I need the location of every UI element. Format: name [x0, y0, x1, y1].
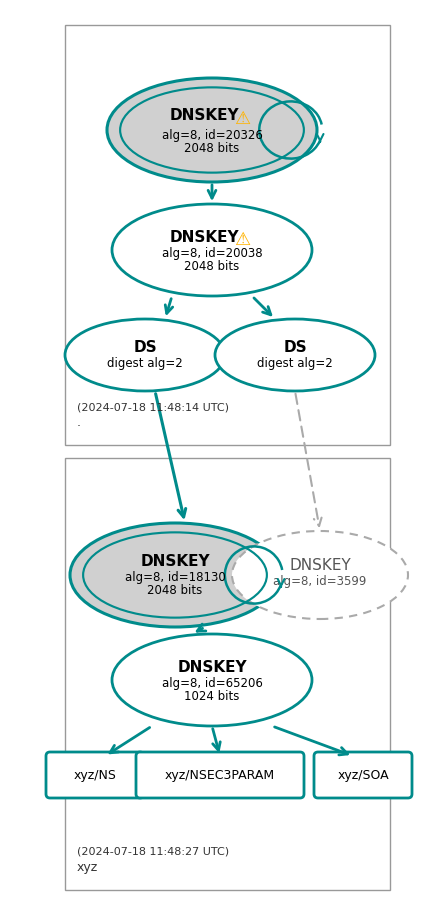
Ellipse shape — [112, 204, 312, 296]
Text: 2048 bits: 2048 bits — [148, 584, 203, 598]
Text: DNSKEY: DNSKEY — [140, 553, 210, 569]
Text: 1024 bits: 1024 bits — [184, 690, 240, 703]
Ellipse shape — [70, 523, 280, 627]
Text: alg=8, id=20038: alg=8, id=20038 — [162, 248, 262, 260]
Text: alg=8, id=3599: alg=8, id=3599 — [273, 575, 367, 589]
Ellipse shape — [107, 78, 317, 182]
Text: DS: DS — [133, 339, 157, 355]
Ellipse shape — [232, 531, 408, 619]
FancyBboxPatch shape — [314, 752, 412, 798]
Text: DNSKEY: DNSKEY — [169, 108, 239, 124]
Text: DNSKEY: DNSKEY — [177, 660, 247, 674]
Text: alg=8, id=18130: alg=8, id=18130 — [125, 571, 226, 583]
Text: xyz: xyz — [77, 862, 98, 875]
Text: xyz/NSEC3PARAM: xyz/NSEC3PARAM — [165, 769, 275, 782]
Text: alg=8, id=65206: alg=8, id=65206 — [162, 676, 262, 690]
FancyBboxPatch shape — [46, 752, 144, 798]
Text: xyz/NS: xyz/NS — [73, 769, 117, 782]
Text: digest alg=2: digest alg=2 — [257, 358, 333, 370]
FancyBboxPatch shape — [65, 25, 390, 445]
Text: DS: DS — [283, 339, 307, 355]
Text: (2024-07-18 11:48:14 UTC): (2024-07-18 11:48:14 UTC) — [77, 402, 229, 412]
Ellipse shape — [112, 634, 312, 726]
FancyBboxPatch shape — [65, 458, 390, 890]
Text: DNSKEY: DNSKEY — [169, 229, 239, 245]
Text: ⚠: ⚠ — [234, 231, 250, 249]
Text: DNSKEY: DNSKEY — [289, 558, 351, 572]
Ellipse shape — [215, 319, 375, 391]
Text: .: . — [77, 417, 81, 430]
Text: 2048 bits: 2048 bits — [184, 143, 240, 156]
Text: ⚠: ⚠ — [234, 110, 250, 128]
Text: digest alg=2: digest alg=2 — [107, 358, 183, 370]
Text: 2048 bits: 2048 bits — [184, 260, 240, 274]
Ellipse shape — [65, 319, 225, 391]
FancyBboxPatch shape — [136, 752, 304, 798]
Text: (2024-07-18 11:48:27 UTC): (2024-07-18 11:48:27 UTC) — [77, 847, 229, 857]
Text: xyz/SOA: xyz/SOA — [337, 769, 389, 782]
Text: alg=8, id=20326: alg=8, id=20326 — [162, 128, 262, 141]
